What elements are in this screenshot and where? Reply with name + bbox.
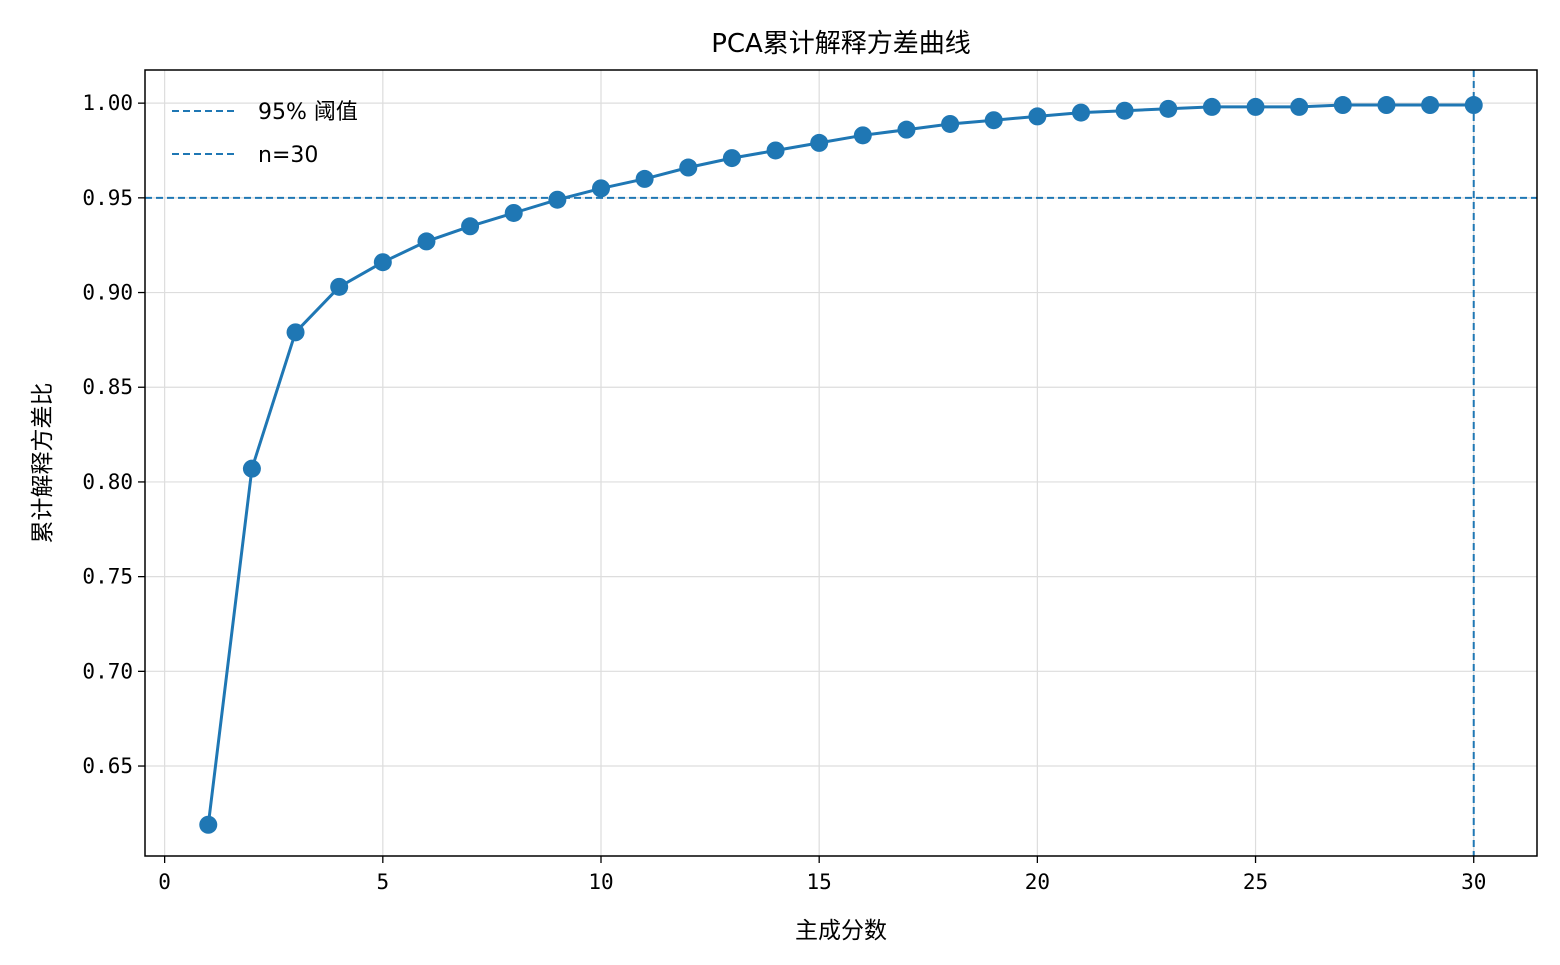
data-point bbox=[199, 815, 218, 834]
x-tick-label: 5 bbox=[376, 870, 389, 894]
data-point bbox=[853, 126, 872, 145]
data-point bbox=[1159, 99, 1178, 118]
legend: 95% 阈值 n=30 bbox=[172, 100, 358, 168]
y-tick-label: 0.80 bbox=[82, 470, 133, 494]
plot-frame bbox=[144, 69, 1538, 857]
data-point bbox=[941, 114, 960, 133]
data-point bbox=[592, 179, 610, 198]
data-point bbox=[766, 141, 785, 160]
data-point bbox=[330, 277, 349, 296]
data-point bbox=[984, 111, 1003, 130]
x-tick-label: 10 bbox=[588, 870, 613, 894]
x-axis-label: 主成分数 bbox=[795, 918, 887, 944]
y-tick-label: 0.75 bbox=[82, 565, 133, 589]
data-point bbox=[242, 459, 261, 478]
data-point bbox=[417, 232, 436, 251]
x-axis: 0 5 10 15 20 25 30 bbox=[158, 856, 1486, 894]
data-point bbox=[1290, 97, 1309, 116]
data-point bbox=[373, 253, 392, 272]
reference-lines bbox=[145, 70, 1537, 856]
x-tick-label: 20 bbox=[1025, 870, 1050, 894]
y-tick-label: 0.90 bbox=[82, 281, 133, 305]
data-point bbox=[1377, 96, 1396, 115]
data-point bbox=[1421, 96, 1440, 115]
chart-title: PCA累计解释方差曲线 bbox=[711, 29, 971, 59]
data-point bbox=[810, 133, 829, 152]
y-tick-label: 1.00 bbox=[82, 91, 133, 115]
y-tick-label: 0.70 bbox=[82, 659, 133, 683]
data-point bbox=[504, 203, 523, 222]
series-layer bbox=[199, 96, 1483, 834]
x-tick-label: 30 bbox=[1461, 870, 1486, 894]
data-point bbox=[1028, 107, 1047, 126]
legend-n-label: n=30 bbox=[258, 143, 318, 168]
data-point bbox=[635, 169, 654, 188]
data-point bbox=[1072, 103, 1090, 122]
y-tick-label: 0.95 bbox=[82, 186, 133, 210]
data-point bbox=[1115, 101, 1134, 120]
data-point bbox=[1246, 97, 1265, 116]
legend-threshold-label: 95% 阈值 bbox=[258, 100, 358, 125]
data-point bbox=[461, 217, 480, 236]
data-point bbox=[897, 120, 916, 139]
data-point bbox=[722, 149, 741, 168]
x-tick-label: 0 bbox=[158, 870, 171, 894]
data-point bbox=[679, 158, 698, 177]
data-point bbox=[1333, 96, 1352, 115]
y-tick-label: 0.85 bbox=[82, 375, 133, 399]
data-point bbox=[1464, 96, 1483, 115]
x-tick-label: 15 bbox=[807, 870, 832, 894]
y-axis-label: 累计解释方差比 bbox=[30, 383, 56, 544]
data-point bbox=[548, 190, 567, 209]
y-tick-label: 0.65 bbox=[82, 754, 133, 778]
y-axis: 0.65 0.70 0.75 0.80 0.85 0.90 0.95 1.00 bbox=[82, 91, 145, 778]
data-point bbox=[286, 323, 305, 342]
x-tick-label: 25 bbox=[1243, 870, 1268, 894]
data-point bbox=[1202, 97, 1221, 116]
